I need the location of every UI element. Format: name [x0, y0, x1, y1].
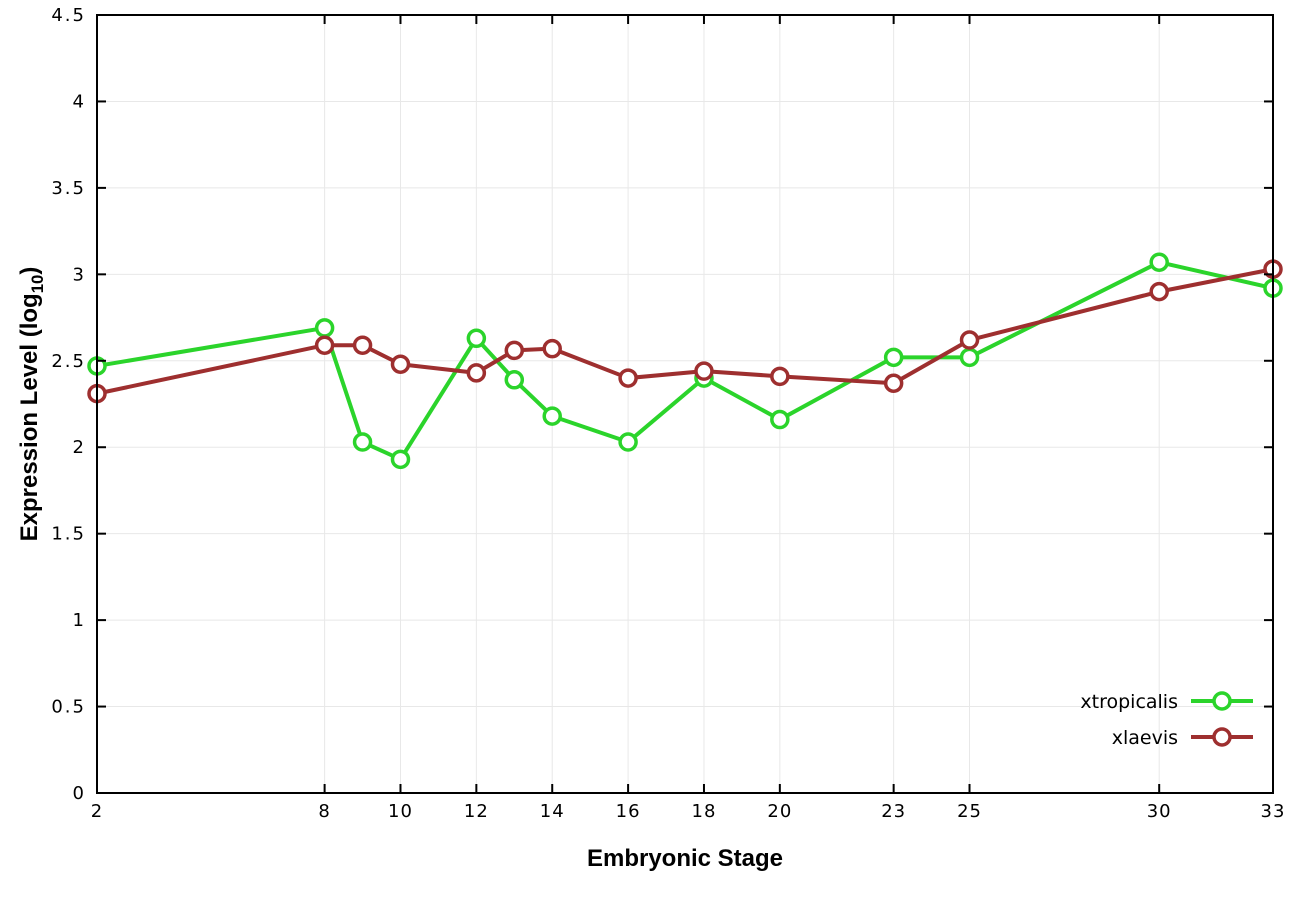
data-point: [352, 335, 373, 355]
grid-lines: [96, 14, 1274, 794]
x-tick-label: 2: [91, 801, 103, 822]
data-point: [883, 347, 904, 368]
y-axis-label-text: Expression Level (log: [16, 293, 44, 542]
legend: xtropicalis xlaevis: [1080, 691, 1253, 749]
y-tick-label: 1: [73, 610, 86, 631]
y-axis-label-suffix: ): [16, 266, 44, 275]
x-axis-label: Embryonic Stage: [586, 845, 784, 872]
x-tick-label: 30: [1147, 801, 1172, 822]
legend-marker-sample: [1212, 691, 1232, 711]
data-point: [770, 366, 790, 387]
data-point: [618, 432, 638, 452]
x-tick-label: 23: [881, 801, 906, 822]
x-tick-label: 33: [1261, 801, 1286, 822]
y-tick-label: 3: [73, 264, 86, 285]
x-tick-label: 14: [540, 801, 565, 822]
y-tick-label: 3.5: [51, 178, 86, 199]
y-tick-label: 0.5: [51, 697, 86, 718]
legend-marker-sample: [1212, 727, 1232, 747]
data-point: [883, 373, 904, 394]
data-point: [542, 406, 562, 426]
data-point: [959, 330, 980, 350]
x-tick-label: 18: [692, 801, 717, 822]
y-axis-label: Expression Level (log10): [16, 267, 48, 542]
data-point: [314, 318, 335, 338]
x-tick-labels: 2 8 10 12 14 16 18 20 23 25 30 33: [91, 801, 1286, 822]
y-tick-label: 2.5: [51, 351, 86, 372]
data-point: [1149, 281, 1169, 302]
data-point: [466, 328, 487, 349]
data-point: [390, 354, 411, 374]
series-markers-xlaevis: [87, 259, 1283, 404]
data-point: [770, 409, 790, 430]
y-tick-label: 1.5: [51, 524, 86, 545]
data-point: [390, 449, 411, 470]
x-tick-label: 12: [464, 801, 489, 822]
y-tick-label: 4: [73, 91, 86, 112]
data-point: [542, 338, 562, 359]
x-tick-label: 16: [616, 801, 641, 822]
y-tick-label: 4.5: [51, 5, 86, 26]
y-tick-label: 2: [73, 437, 86, 458]
x-tick-label: 8: [318, 801, 330, 822]
y-tick-label: 0: [73, 783, 86, 804]
data-point: [504, 370, 525, 390]
y-tick-labels: 0 0.5 1 1.5 2 2.5 3 3.5 4 4.5: [51, 5, 86, 804]
data-point: [466, 363, 487, 383]
data-point: [1149, 252, 1169, 272]
data-point: [352, 432, 373, 452]
x-tick-label: 25: [957, 801, 982, 822]
series-line-xlaevis: [95, 267, 1275, 396]
legend-label-xlaevis: xlaevis: [1112, 727, 1178, 749]
data-point: [314, 335, 335, 355]
data-point: [694, 361, 714, 381]
y-axis-label-subscript: 10: [27, 274, 47, 294]
data-point: [618, 368, 638, 388]
x-tick-label: 20: [767, 801, 792, 822]
data-point: [504, 340, 525, 361]
tick-marks: [96, 14, 1274, 794]
plot-border: [96, 14, 1274, 794]
legend-label-xtropicalis: xtropicalis: [1080, 691, 1178, 713]
data-point: [959, 347, 980, 368]
x-tick-label: 10: [388, 801, 413, 822]
